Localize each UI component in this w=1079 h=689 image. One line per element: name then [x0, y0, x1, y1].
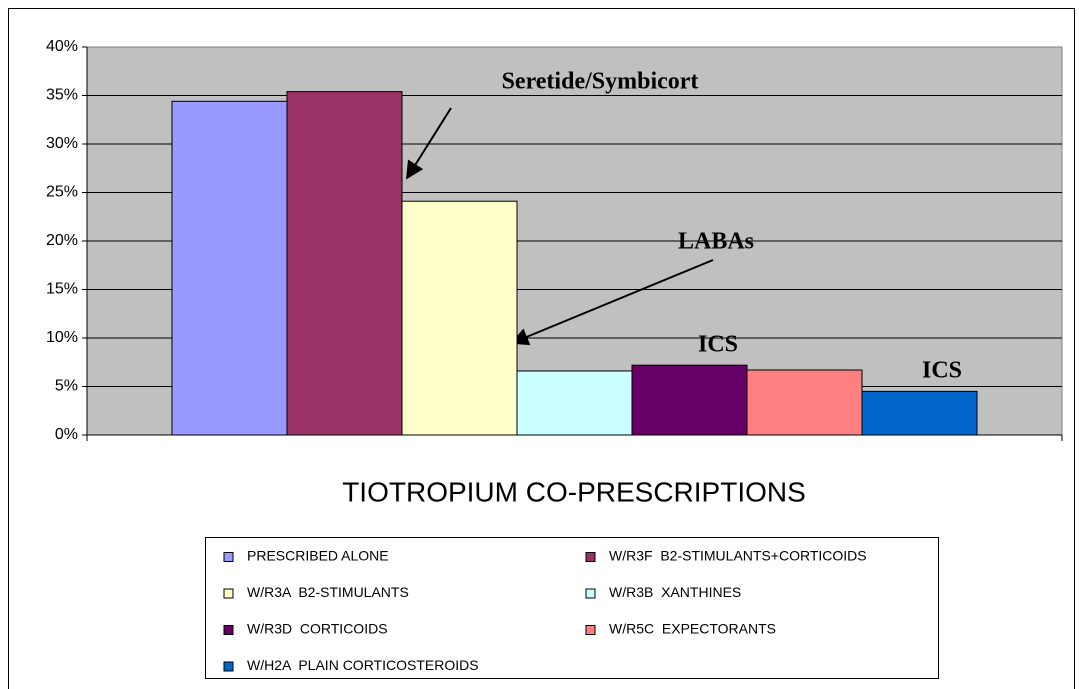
- arrow: [510, 259, 714, 346]
- legend-marker: [223, 588, 234, 599]
- bar: [861, 390, 978, 436]
- bar: [746, 369, 863, 436]
- arrow: [406, 107, 452, 180]
- legend-label: W/H2A PLAIN CORTICOSTEROIDS: [247, 657, 479, 673]
- bar: [401, 200, 518, 436]
- legend-label: W/R3B XANTHINES: [609, 584, 741, 600]
- y-tick-label: 35%: [46, 87, 78, 104]
- legend-box: [205, 537, 939, 679]
- legend-marker: [585, 552, 596, 562]
- y-tick-label: 5%: [55, 378, 78, 395]
- y-tick-label: 15%: [46, 281, 78, 298]
- annotation: ICS: [922, 358, 962, 384]
- y-tick-label: 30%: [46, 135, 78, 152]
- legend-marker: [223, 552, 234, 562]
- legend-label: W/R3D CORTICOIDS: [247, 621, 388, 637]
- legend-marker: [585, 588, 596, 599]
- bar: [171, 100, 288, 436]
- legend-label: W/R5C EXPECTORANTS: [609, 621, 776, 637]
- bar: [516, 370, 633, 436]
- y-tick-label: 0%: [55, 426, 78, 443]
- legend-marker: [585, 625, 596, 635]
- y-tick-label: 25%: [46, 184, 78, 201]
- y-tick-label: 40%: [46, 38, 78, 55]
- annotation: LABAs: [678, 229, 754, 255]
- annotation: Seretide/Symbicort: [502, 69, 699, 95]
- y-tick-label: 10%: [46, 329, 78, 346]
- legend-marker: [223, 625, 234, 635]
- legend-marker: [223, 661, 234, 672]
- bar: [286, 91, 403, 436]
- legend-label: W/R3A B2-STIMULANTS: [247, 584, 409, 600]
- annotation: ICS: [698, 332, 738, 358]
- legend-label: PRESCRIBED ALONE: [247, 548, 389, 564]
- bar: [631, 364, 748, 436]
- y-tick-label: 20%: [46, 232, 78, 249]
- x-axis-label: TIOTROPIUM CO-PRESCRIPTIONS: [342, 476, 806, 507]
- legend-label: W/R3F B2-STIMULANTS+CORTICOIDS: [609, 548, 867, 564]
